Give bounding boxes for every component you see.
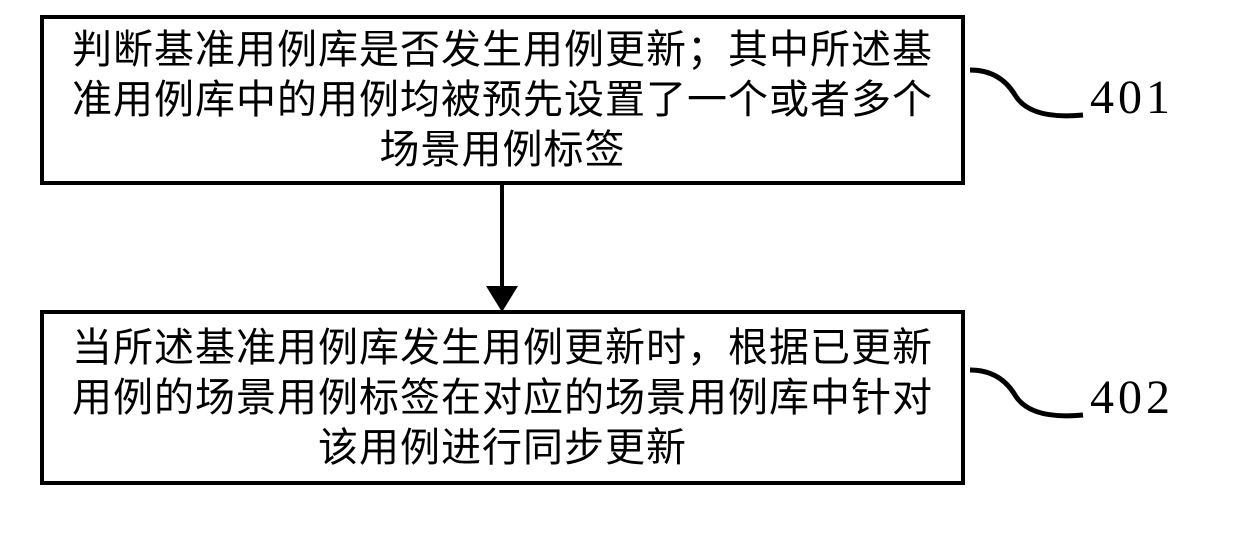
- step-box-1: 判断基准用例库是否发生用例更新；其中所述基准用例库中的用例均被预先设置了一个或者…: [40, 15, 965, 185]
- step-label-1: 401: [1090, 70, 1174, 125]
- step-label-2: 402: [1090, 370, 1174, 425]
- arrow-head-1: [486, 286, 518, 312]
- arrow-line-1: [500, 185, 504, 290]
- step-box-2-text: 当所述基准用例库发生用例更新时，根据已更新用例的场景用例标签在对应的场景用例库中…: [64, 323, 941, 473]
- step-box-1-text: 判断基准用例库是否发生用例更新；其中所述基准用例库中的用例均被预先设置了一个或者…: [64, 25, 941, 175]
- brace-1: [965, 55, 1085, 135]
- step-box-2: 当所述基准用例库发生用例更新时，根据已更新用例的场景用例标签在对应的场景用例库中…: [40, 310, 965, 485]
- brace-2: [965, 355, 1085, 435]
- flowchart-canvas: 判断基准用例库是否发生用例更新；其中所述基准用例库中的用例均被预先设置了一个或者…: [0, 0, 1239, 552]
